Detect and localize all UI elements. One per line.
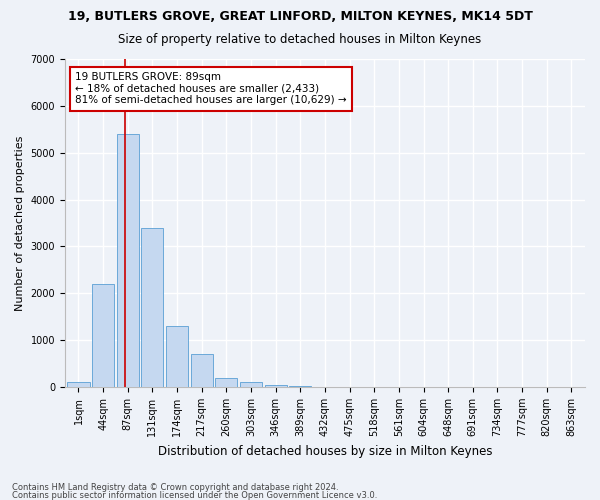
Bar	[240, 382, 262, 387]
Bar	[116, 134, 139, 387]
Text: Size of property relative to detached houses in Milton Keynes: Size of property relative to detached ho…	[118, 32, 482, 46]
Text: Contains HM Land Registry data © Crown copyright and database right 2024.: Contains HM Land Registry data © Crown c…	[12, 484, 338, 492]
Text: Contains public sector information licensed under the Open Government Licence v3: Contains public sector information licen…	[12, 491, 377, 500]
Bar	[67, 382, 89, 387]
Bar	[191, 354, 213, 387]
Bar	[166, 326, 188, 387]
Text: 19, BUTLERS GROVE, GREAT LINFORD, MILTON KEYNES, MK14 5DT: 19, BUTLERS GROVE, GREAT LINFORD, MILTON…	[68, 10, 532, 23]
Bar	[289, 386, 311, 387]
X-axis label: Distribution of detached houses by size in Milton Keynes: Distribution of detached houses by size …	[158, 444, 492, 458]
Bar	[215, 378, 238, 387]
Bar	[92, 284, 114, 387]
Y-axis label: Number of detached properties: Number of detached properties	[15, 136, 25, 310]
Text: 19 BUTLERS GROVE: 89sqm
← 18% of detached houses are smaller (2,433)
81% of semi: 19 BUTLERS GROVE: 89sqm ← 18% of detache…	[76, 72, 347, 106]
Bar	[142, 228, 163, 387]
Bar	[265, 384, 287, 387]
